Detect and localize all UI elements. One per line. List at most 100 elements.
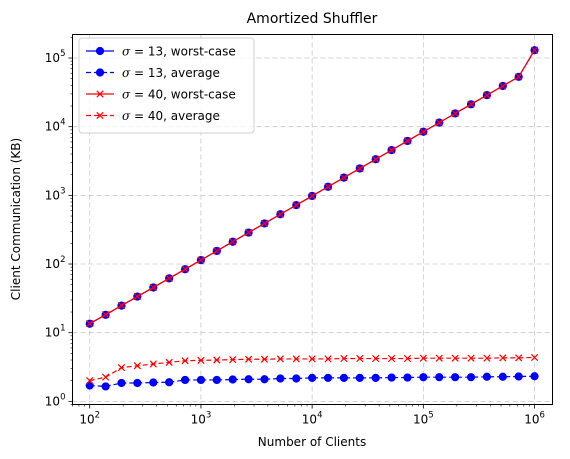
- plot-series: [85, 46, 539, 391]
- data-point: [467, 354, 475, 362]
- x-marker-stroke: [356, 354, 364, 363]
- data-point: [149, 283, 157, 292]
- x-marker-stroke: [530, 46, 539, 54]
- data-point: [229, 356, 237, 364]
- data-point: [86, 377, 94, 385]
- data-point: [466, 373, 476, 382]
- x-marker-stroke: [324, 183, 332, 191]
- x-marker-stroke: [102, 373, 110, 381]
- x-marker-stroke: [213, 356, 221, 364]
- legend-label: σ = 40, worst-case: [122, 88, 236, 102]
- data-point: [340, 173, 348, 182]
- x-marker-stroke: [324, 355, 332, 363]
- x-marker-stroke: [292, 355, 300, 363]
- data-point: [133, 292, 141, 301]
- data-point: [419, 373, 428, 382]
- x-marker-stroke: [244, 355, 253, 363]
- data-point: [196, 375, 206, 385]
- data-point: [355, 373, 364, 382]
- x-tick-label: 103: [191, 411, 212, 427]
- data-point: [387, 373, 396, 382]
- x-marker-stroke: [340, 354, 348, 363]
- data-point: [292, 355, 300, 363]
- x-marker-stroke: [403, 137, 412, 145]
- x-marker-stroke: [387, 146, 396, 154]
- data-point: [419, 354, 427, 362]
- data-point: [133, 362, 141, 370]
- data-point: [451, 354, 459, 362]
- x-marker-stroke: [451, 109, 459, 118]
- x-marker-stroke: [515, 73, 523, 81]
- x-marker-stroke: [308, 355, 316, 363]
- data-point: [260, 355, 269, 363]
- data-point: [292, 374, 301, 383]
- data-point: [165, 358, 173, 366]
- data-point: [292, 201, 300, 209]
- x-marker-stroke: [165, 274, 173, 282]
- x-marker-stroke: [102, 311, 110, 319]
- x-marker-stroke: [419, 128, 427, 136]
- x-tick-label: 104: [302, 411, 323, 427]
- x-marker-stroke: [229, 356, 237, 364]
- data-point: [483, 91, 491, 99]
- x-marker-stroke: [356, 164, 364, 173]
- x-marker-stroke: [213, 247, 221, 255]
- x-marker-stroke: [499, 354, 507, 362]
- y-axis-label: Client Communication (KB): [9, 138, 23, 300]
- x-marker-stroke: [86, 319, 94, 328]
- data-point: [467, 100, 475, 108]
- x-marker-stroke: [308, 192, 316, 200]
- series-line: [89, 375, 535, 388]
- y-tick-label: 101: [45, 324, 66, 340]
- data-point: [499, 354, 507, 362]
- data-point: [482, 372, 491, 381]
- x-marker-stroke: [530, 353, 539, 362]
- data-point: [133, 378, 142, 388]
- data-point: [339, 373, 349, 382]
- data-point: [229, 238, 237, 246]
- legend-label: σ = 13, average: [122, 66, 220, 80]
- x-marker-stroke: [387, 354, 396, 363]
- data-point: [117, 363, 126, 372]
- legend-entry: σ = 13, average: [86, 66, 220, 80]
- data-point: [102, 311, 110, 319]
- x-marker-stroke: [467, 100, 475, 108]
- x-marker-stroke: [260, 219, 269, 228]
- data-point: [213, 356, 221, 364]
- x-marker-stroke: [515, 354, 523, 362]
- data-point: [101, 382, 110, 391]
- data-point: [515, 73, 523, 81]
- x-marker-stroke: [499, 82, 507, 90]
- data-point: [403, 354, 412, 363]
- data-point: [324, 355, 332, 363]
- data-point: [515, 354, 523, 362]
- legend-box: [78, 37, 255, 134]
- x-marker-stroke: [244, 228, 253, 237]
- data-point: [530, 46, 539, 54]
- data-point: [323, 373, 333, 382]
- x-axis-label: Number of Clients: [258, 435, 366, 449]
- data-point: [149, 360, 157, 368]
- x-marker-stroke: [181, 265, 189, 273]
- y-tick-label: 103: [45, 186, 66, 202]
- data-point: [308, 373, 317, 382]
- data-point: [498, 372, 507, 381]
- data-point: [530, 353, 539, 362]
- x-marker-stroke: [483, 91, 491, 99]
- data-point: [372, 354, 380, 363]
- x-marker-stroke: [276, 355, 284, 363]
- data-point: [117, 378, 126, 388]
- data-point: [435, 118, 443, 127]
- x-marker-stroke: [133, 292, 141, 301]
- series-1: [85, 372, 539, 391]
- legend-entry: σ = 40, average: [86, 109, 220, 123]
- data-point: [117, 301, 126, 310]
- legend-marker: [95, 46, 105, 56]
- data-point: [324, 183, 332, 191]
- data-point: [149, 378, 158, 387]
- data-point: [260, 219, 269, 228]
- data-point: [451, 109, 459, 118]
- axis-ticks: 102 103 104 105 106 100 101 102 103 104 105: [45, 37, 545, 427]
- legend-label: σ = 40, average: [122, 109, 220, 123]
